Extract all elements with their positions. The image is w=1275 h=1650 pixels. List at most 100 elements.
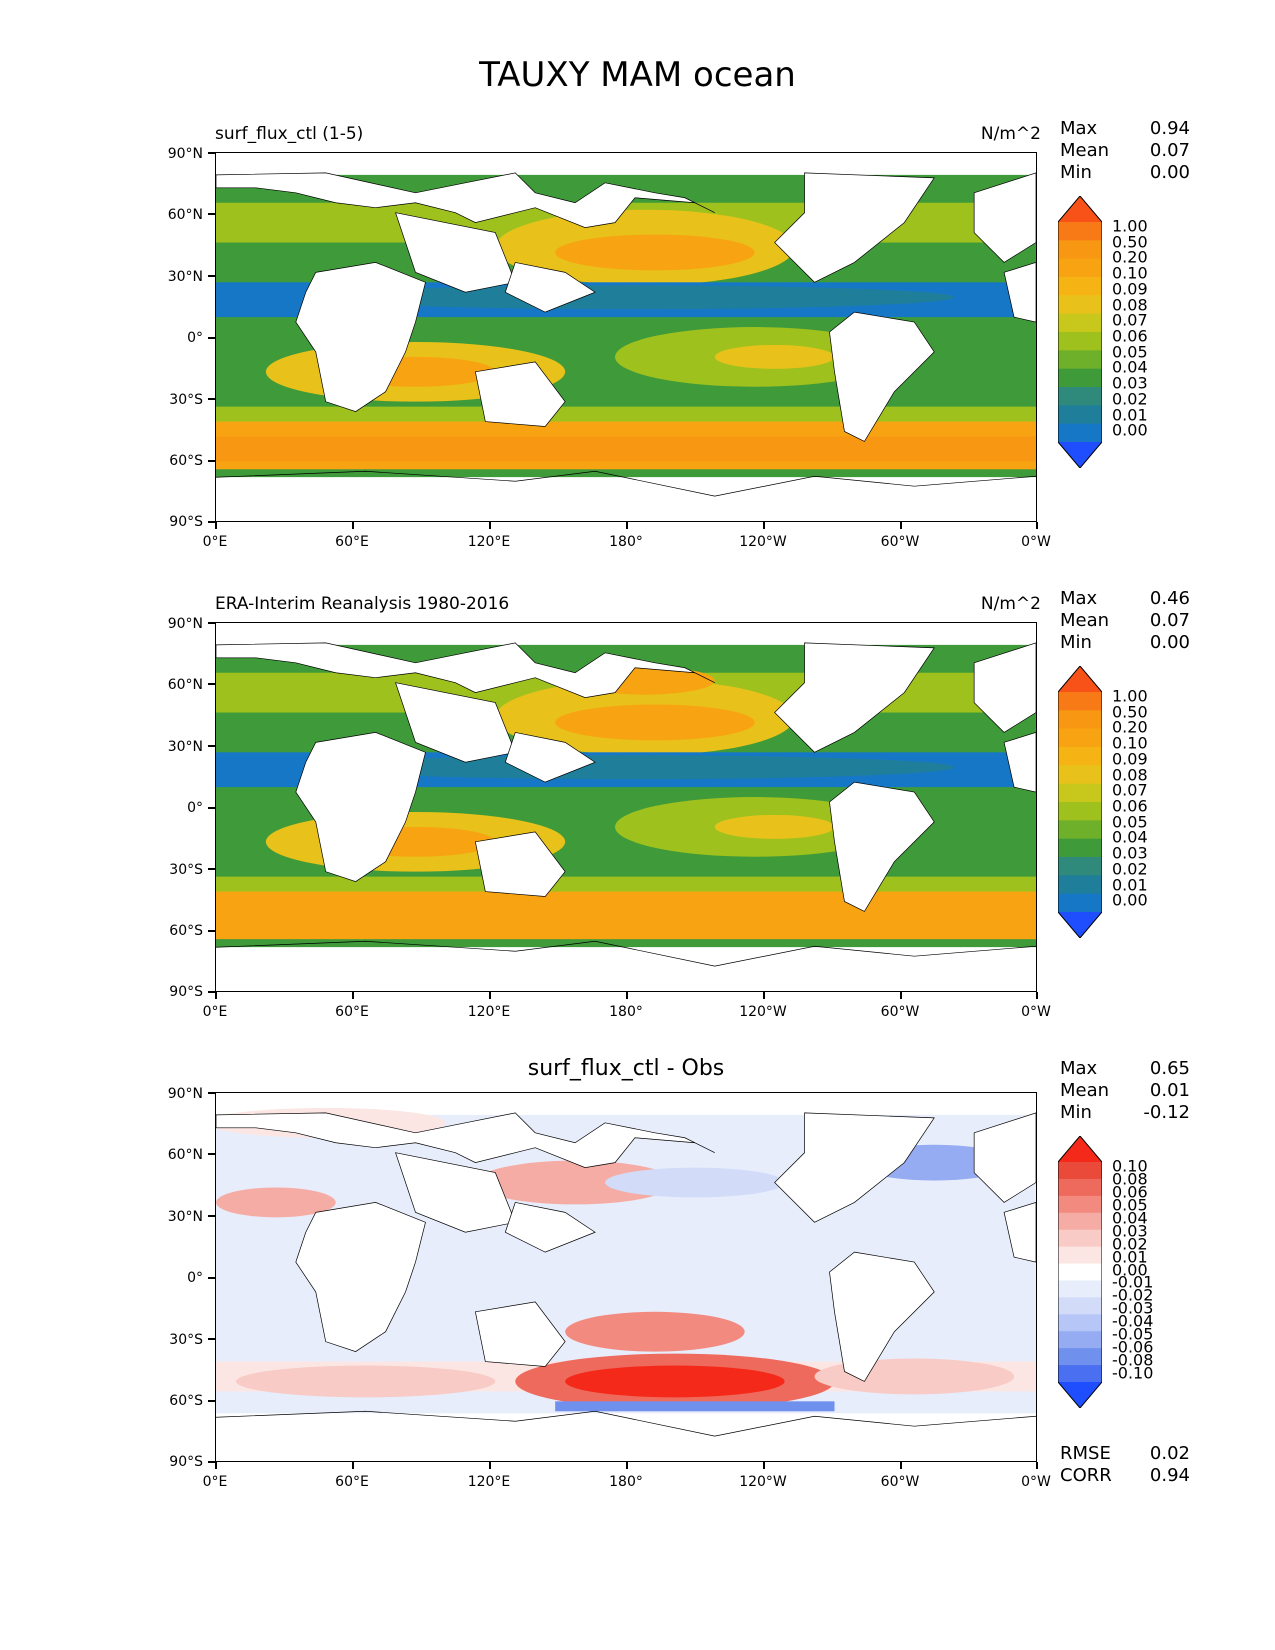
colorbar-segment — [1058, 368, 1102, 388]
stat-value: 0.94 — [1149, 1465, 1190, 1486]
stat-value: 0.65 — [1149, 1058, 1190, 1079]
colorbar-segment — [1058, 1212, 1102, 1231]
colorbar-tick-label: 0.04 — [1112, 357, 1148, 377]
colorbar-tick-label: 0.50 — [1112, 232, 1148, 252]
colorbar-tick-label: 0.50 — [1112, 702, 1148, 722]
colorbar-segment — [1058, 405, 1102, 425]
colorbar-segment — [1058, 423, 1102, 443]
colorbar-tick-label: 1.00 — [1112, 216, 1148, 236]
colorbar-tick-label: 0.09 — [1112, 279, 1148, 299]
colorbar-segment — [1058, 332, 1102, 351]
colorbar-segment — [1058, 1263, 1102, 1282]
y-tick-label: 30°N — [167, 1209, 203, 1225]
colorbar-tick-label: 0.02 — [1112, 859, 1148, 879]
colorbar-segment — [1058, 728, 1102, 748]
colorbar-tick-label: 0.05 — [1112, 1195, 1148, 1215]
y-tick-label: 90°S — [169, 1454, 203, 1470]
x-tick-label: 180° — [609, 534, 643, 550]
stat-value: 0.00 — [1149, 162, 1190, 183]
stat-value: 0.07 — [1149, 610, 1190, 631]
colorbar-tick-label: 0.10 — [1112, 1156, 1148, 1176]
colorbar-segment — [1058, 838, 1102, 858]
y-tick-label: 90°S — [169, 514, 203, 530]
colorbar-tick-label: -0.03 — [1112, 1298, 1154, 1318]
panel-subtitle: surf_flux_ctl - Obs — [527, 1056, 725, 1081]
stat-name: Max — [1060, 118, 1098, 139]
units-label: N/m^2 — [980, 124, 1041, 144]
colorbar-tick-label: 0.20 — [1112, 717, 1148, 737]
colorbar-extend-max — [1058, 196, 1102, 222]
colorbar-tick-label: 0.02 — [1112, 1234, 1148, 1254]
colorbar-tick-label: 0.20 — [1112, 247, 1148, 267]
y-tick-label: 90°N — [167, 1086, 203, 1102]
x-tick-label: 0°E — [202, 1004, 228, 1020]
colorbar-segment — [1058, 820, 1102, 840]
colorbar-segment — [1058, 1314, 1102, 1332]
x-tick-label: 120°E — [467, 1474, 511, 1490]
colorbar-segment — [1058, 1280, 1102, 1298]
colorbar-segment — [1058, 692, 1102, 711]
colorbar-extend-max — [1058, 1136, 1102, 1162]
colorbar-tick-label: 0.00 — [1112, 1260, 1148, 1280]
y-tick-label: 0° — [187, 800, 203, 816]
y-tick-label: 30°S — [169, 392, 203, 408]
colorbar-tick-label: 0.06 — [1112, 796, 1148, 816]
colorbar-svg — [1058, 1136, 1102, 1408]
x-tick-label: 180° — [609, 1474, 643, 1490]
stat-value: -0.12 — [1143, 1102, 1190, 1123]
x-tick-label: 0°W — [1021, 1474, 1051, 1490]
colorbar-tick-label: 0.09 — [1112, 749, 1148, 769]
colorbar-tick-label: 0.05 — [1112, 812, 1148, 832]
stat-value: 0.02 — [1149, 1443, 1190, 1464]
colorbar-tick-label: 0.02 — [1112, 389, 1148, 409]
colorbar-tick-label: -0.10 — [1112, 1363, 1154, 1383]
colorbar-tick-label: 0.05 — [1112, 342, 1148, 362]
stat-name: Mean — [1060, 1080, 1110, 1101]
stats-block: Max 0.65 Mean 0.01 Min -0.12 — [1060, 1058, 1190, 1124]
stat-name: Min — [1060, 162, 1092, 183]
colorbar-tick-label: -0.08 — [1112, 1350, 1154, 1370]
y-tick-label: 60°S — [169, 453, 203, 469]
x-tick-label: 60°W — [880, 1004, 920, 1020]
colorbar-segment — [1058, 1178, 1102, 1197]
map-field — [216, 1093, 1036, 1461]
map-field — [216, 153, 1036, 521]
error-stats-block: RMSE 0.02 CORR 0.94 — [1060, 1443, 1190, 1487]
panel-model: surf_flux_ctl (1-5) N/m^2 — [0, 118, 1275, 588]
colorbar-segment — [1058, 295, 1102, 315]
x-tick-label: 60°W — [880, 1474, 920, 1490]
stat-value: 0.01 — [1149, 1080, 1190, 1101]
x-tick-label: 60°W — [880, 534, 920, 550]
x-tick-label: 120°E — [467, 1004, 511, 1020]
panel-subtitle: surf_flux_ctl (1-5) — [215, 124, 364, 144]
colorbar — [1058, 196, 1102, 468]
colorbar-tick-label: -0.06 — [1112, 1337, 1154, 1357]
colorbar-extend-min — [1058, 1382, 1102, 1408]
colorbar-segment — [1058, 313, 1102, 333]
y-tick-label: 0° — [187, 330, 203, 346]
colorbar-segment — [1058, 1365, 1102, 1383]
x-tick-label: 0°W — [1021, 1004, 1051, 1020]
x-tick-label: 180° — [609, 1004, 643, 1020]
colorbar-segment — [1058, 350, 1102, 370]
colorbar-tick-label: 0.10 — [1112, 733, 1148, 753]
y-tick-label: 90°N — [167, 616, 203, 632]
y-tick-label: 90°S — [169, 984, 203, 1000]
colorbar-tick-label: 0.03 — [1112, 843, 1148, 863]
colorbar-segment — [1058, 222, 1102, 241]
y-tick-label: 30°S — [169, 862, 203, 878]
panel-diff: surf_flux_ctl - Obs — [0, 1056, 1275, 1528]
x-tick-label: 0°W — [1021, 534, 1051, 550]
y-tick-label: 60°N — [167, 207, 203, 223]
colorbar — [1058, 1136, 1102, 1408]
map-field — [216, 623, 1036, 991]
colorbar-segment — [1058, 1162, 1102, 1180]
colorbar-tick-label: 0.00 — [1112, 890, 1148, 910]
colorbar — [1058, 666, 1102, 938]
colorbar-tick-label: 0.08 — [1112, 765, 1148, 785]
map-plot-model — [215, 152, 1037, 522]
colorbar-tick-label: -0.05 — [1112, 1324, 1154, 1344]
colorbar-tick-label: 0.03 — [1112, 373, 1148, 393]
colorbar-tick-label: -0.04 — [1112, 1311, 1154, 1331]
colorbar-tick-label: 0.01 — [1112, 875, 1148, 895]
